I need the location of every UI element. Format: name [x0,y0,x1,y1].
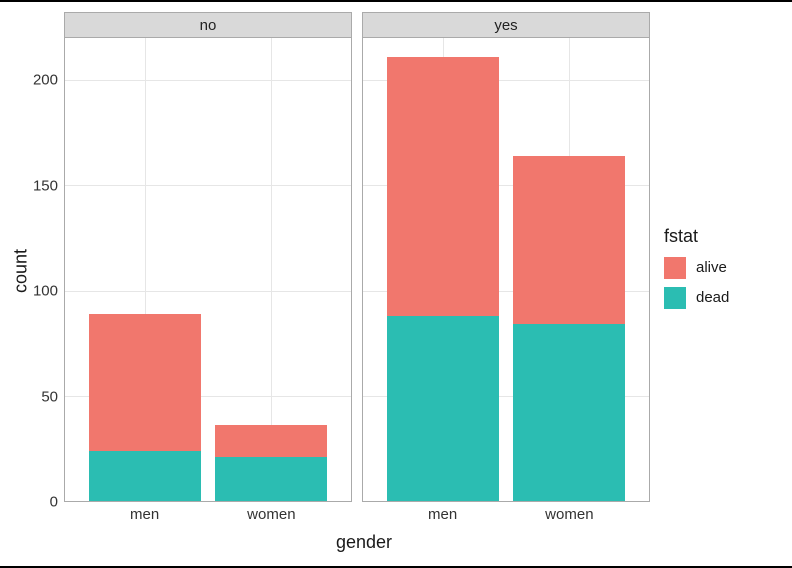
plot-area [362,38,650,502]
x-tick-label: men [428,506,457,523]
bars [363,38,649,501]
bar-segment-alive [215,425,327,457]
bar-segment-dead [513,324,625,501]
x-axis-row: gender [8,530,784,560]
legend-label: alive [696,259,727,276]
facet-strip: yes [362,12,650,38]
bar-segment-alive [387,57,499,316]
y-tick-label: 50 [41,388,58,405]
legend-label: dead [696,289,729,306]
x-tick-label: men [130,506,159,523]
bar-segment-alive [513,156,625,324]
bar-segment-dead [89,451,201,502]
legend-title: fstat [664,226,784,247]
y-axis-ticks: 0 50 100 150 200 [8,12,64,530]
bar-segment-dead [215,457,327,501]
facet-panel-yes: yes men women [362,12,650,530]
x-category-labels: men women [362,502,650,530]
y-tick-label: 200 [33,72,58,89]
y-axis: count 050100150200 [8,12,64,530]
chart-frame: count 050100150200 nomenwomenyesmenwomen… [0,0,792,568]
bar-segment-alive [89,314,201,451]
plot-area [64,38,352,502]
bar-segment-dead [387,316,499,501]
legend-item-alive: alive [664,257,784,279]
x-tick-label: women [545,506,593,523]
x-tick-label: women [247,506,295,523]
y-tick-label: 150 [33,177,58,194]
y-tick-label: 0 [50,494,58,511]
x-axis-title: gender [64,530,664,560]
chart-body: count 050100150200 nomenwomenyesmenwomen… [8,12,784,530]
alive-swatch-icon [664,257,686,279]
x-category-labels: men women [64,502,352,530]
facet-panels: no men women yes men women [64,12,650,530]
legend-items: alive dead [664,257,784,317]
y-tick-label: 100 [33,283,58,300]
facet-strip: no [64,12,352,38]
dead-swatch-icon [664,287,686,309]
legend: fstat alive dead [650,12,784,530]
legend-item-dead: dead [664,287,784,309]
bars [65,38,351,501]
facet-panel-no: no men women [64,12,352,530]
